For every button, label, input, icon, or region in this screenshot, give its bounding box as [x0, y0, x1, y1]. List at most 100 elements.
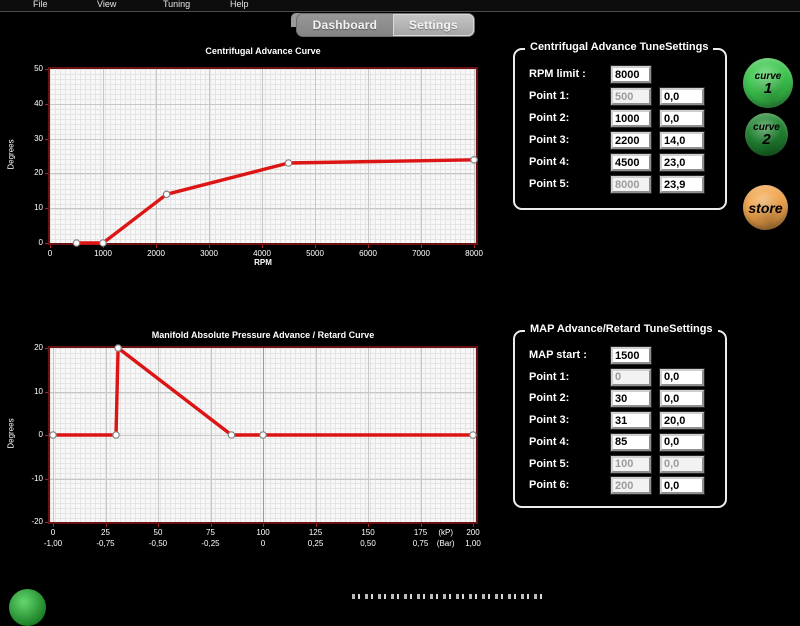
- curve-point-marker[interactable]: [99, 239, 107, 247]
- point-x-field[interactable]: [611, 132, 651, 149]
- curve-point-marker[interactable]: [162, 190, 171, 199]
- x-tick-mark: [315, 524, 317, 527]
- point-x-field[interactable]: [611, 347, 651, 364]
- x-tick-label-bar: 0: [260, 539, 266, 548]
- point-y-field[interactable]: [660, 477, 704, 495]
- menu-item-help[interactable]: Help: [230, 0, 249, 9]
- x-tick-mark: [105, 524, 107, 527]
- field-label: Point 4:: [529, 435, 570, 448]
- y-tick-mark: [45, 173, 48, 175]
- point-y-field[interactable]: [660, 88, 704, 105]
- point-y-field[interactable]: [660, 154, 704, 171]
- tab-dashboard[interactable]: Dashboard: [297, 14, 393, 36]
- x-tick-label-bar: 1,00: [465, 539, 481, 548]
- x-tick-mark: [156, 245, 157, 248]
- point-y-field[interactable]: [660, 176, 704, 193]
- menu-item-view[interactable]: View: [97, 0, 117, 9]
- point-y-field[interactable]: [660, 433, 704, 451]
- y-tick-label: -20: [31, 517, 43, 526]
- point-x-field[interactable]: [611, 433, 651, 451]
- x-tick-mark: [420, 524, 422, 527]
- curve-point-marker[interactable]: [112, 431, 120, 439]
- field-label: Point 3:: [529, 414, 570, 427]
- menu-item-tuning[interactable]: Tuning: [163, 0, 191, 9]
- curve-svg: [72, 156, 478, 247]
- point-x-field[interactable]: [611, 390, 651, 408]
- y-tick-label: 0: [38, 238, 43, 247]
- x-tick-label: 125: [308, 528, 323, 537]
- chart-title: Centrifugal Advance Curve: [205, 46, 321, 56]
- gridline: [103, 69, 104, 243]
- y-tick-mark: [45, 391, 48, 393]
- gridline: [474, 69, 475, 243]
- map-advance-panel: MAP Advance/Retard TuneSettings MAP star…: [513, 323, 727, 508]
- y-axis-label: Degrees: [6, 418, 16, 449]
- y-tick-label: 50: [34, 64, 43, 73]
- x-tick-label: 50: [153, 528, 163, 537]
- button-label: 2: [762, 131, 771, 148]
- y-tick-mark: [45, 208, 48, 210]
- point-y-field[interactable]: [660, 390, 704, 408]
- menu-item-file[interactable]: File: [33, 0, 48, 9]
- x-tick-label: 3000: [200, 249, 218, 258]
- tab-settings[interactable]: Settings: [392, 14, 474, 36]
- curve-point-marker[interactable]: [72, 239, 81, 247]
- curve-point-marker[interactable]: [49, 431, 57, 439]
- point-x-field[interactable]: [611, 110, 651, 127]
- point-x-field[interactable]: [611, 154, 651, 171]
- x-tick-label: 5000: [306, 249, 324, 258]
- point-y-field[interactable]: [660, 368, 704, 386]
- x-tick-mark: [209, 245, 210, 248]
- field-label: Point 5:: [529, 178, 570, 190]
- point-x-field: [611, 455, 651, 473]
- y-tick-label: -10: [31, 473, 43, 483]
- partial-green-indicator: [9, 589, 46, 626]
- x-tick-mark: [474, 245, 475, 248]
- gridline: [315, 69, 316, 243]
- y-tick-mark: [45, 522, 48, 523]
- point-x-field[interactable]: [611, 412, 651, 430]
- y-tick-mark: [45, 348, 48, 349]
- y-tick-label: 0: [38, 430, 43, 439]
- curve-point-marker[interactable]: [284, 159, 293, 167]
- point-y-field[interactable]: [660, 132, 704, 149]
- field-label: Point 4:: [529, 156, 570, 168]
- y-tick-mark: [45, 478, 48, 480]
- gridline: [50, 138, 476, 140]
- store-button[interactable]: store: [743, 185, 788, 230]
- menu-bar: File View Tuning Help: [0, 0, 800, 12]
- curve-point-marker[interactable]: [227, 431, 236, 439]
- centrifugal-advance-panel: Centrifugal Advance TuneSettings RPM lim…: [513, 41, 727, 210]
- x-tick-mark: [421, 245, 422, 248]
- x-tick-label: 0: [50, 528, 56, 537]
- x-tick-mark: [263, 524, 264, 527]
- x-tick-label: 2000: [147, 249, 165, 258]
- x-tick-label-bar: 0,75: [412, 539, 429, 548]
- curve-point-marker[interactable]: [469, 431, 477, 439]
- point-y-field[interactable]: [660, 110, 704, 127]
- y-tick-mark: [45, 243, 48, 244]
- x-tick-label-bar: -0,25: [201, 539, 220, 548]
- curve-2-button[interactable]: curve 2: [745, 113, 788, 156]
- curve-svg: [49, 344, 477, 439]
- point-x-field: [611, 477, 651, 495]
- point-x-field[interactable]: [611, 66, 651, 83]
- y-axis-label: Degrees: [6, 139, 16, 170]
- curve-point-marker[interactable]: [259, 431, 267, 439]
- x-tick-label: 25: [101, 528, 110, 537]
- x-tick-mark: [53, 524, 54, 527]
- panel-title: MAP Advance/Retard TuneSettings: [525, 323, 718, 335]
- curve-point-marker[interactable]: [470, 156, 478, 164]
- x-tick-mark: [158, 524, 159, 527]
- y-tick-mark: [45, 69, 48, 70]
- field-label: Point 2:: [529, 112, 570, 124]
- point-y-field[interactable]: [660, 412, 704, 430]
- gridline: [368, 69, 369, 243]
- x-axis-unit-label: (Bar): [436, 539, 455, 548]
- curve-point-marker[interactable]: [114, 344, 122, 352]
- curve-1-button[interactable]: curve 1: [743, 58, 793, 108]
- x-tick-label-bar: 0,25: [307, 539, 324, 548]
- point-x-field: [611, 368, 651, 386]
- field-label: Point 2:: [529, 392, 570, 405]
